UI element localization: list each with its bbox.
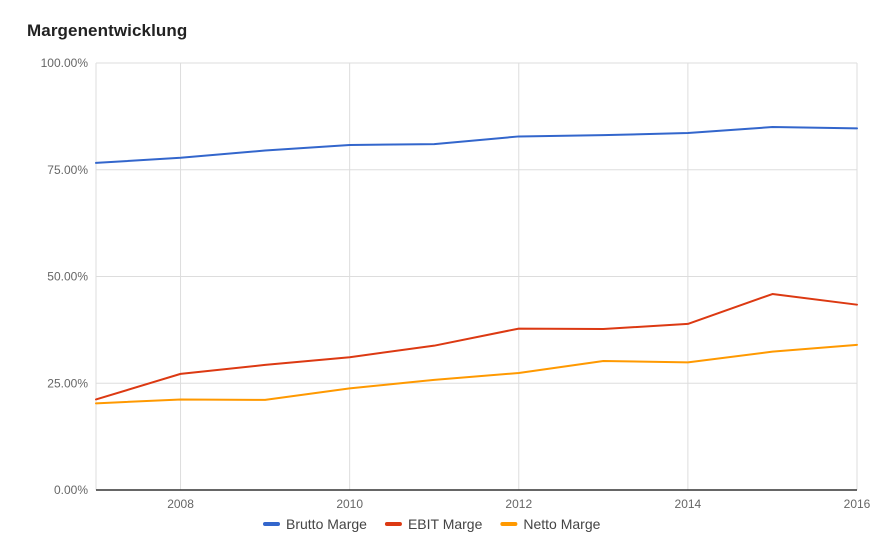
y-tick-label: 100.00%: [41, 56, 89, 70]
chart-title: Margenentwicklung: [27, 21, 188, 40]
x-axis-tick-labels: 2008 2010 2012 2014 2016: [167, 497, 870, 511]
series-lines: [95, 126, 858, 405]
legend-label-netto-marge: Netto Marge: [523, 516, 600, 532]
series-line-ebit-marge: [95, 293, 858, 401]
y-tick-label: 25.00%: [47, 376, 88, 390]
legend-label-ebit-marge: EBIT Marge: [408, 516, 483, 532]
x-tick-label: 2012: [505, 497, 532, 511]
y-tick-label: 0.00%: [54, 483, 88, 497]
x-tick-label: 2008: [167, 497, 194, 511]
y-tick-label: 50.00%: [47, 270, 88, 284]
grid-lines: [95, 62, 858, 490]
legend-label-brutto-marge: Brutto Marge: [286, 516, 367, 532]
series-line-brutto-marge: [95, 126, 858, 164]
x-tick-label: 2016: [844, 497, 871, 511]
series-line-netto-marge: [95, 343, 858, 405]
y-axis-tick-labels: 0.00% 25.00% 50.00% 75.00% 100.00%: [41, 56, 89, 497]
y-tick-label: 75.00%: [47, 163, 88, 177]
legend: Brutto Marge EBIT Marge Netto Marge: [263, 516, 601, 532]
x-tick-label: 2014: [675, 497, 702, 511]
x-tick-label: 2010: [336, 497, 363, 511]
